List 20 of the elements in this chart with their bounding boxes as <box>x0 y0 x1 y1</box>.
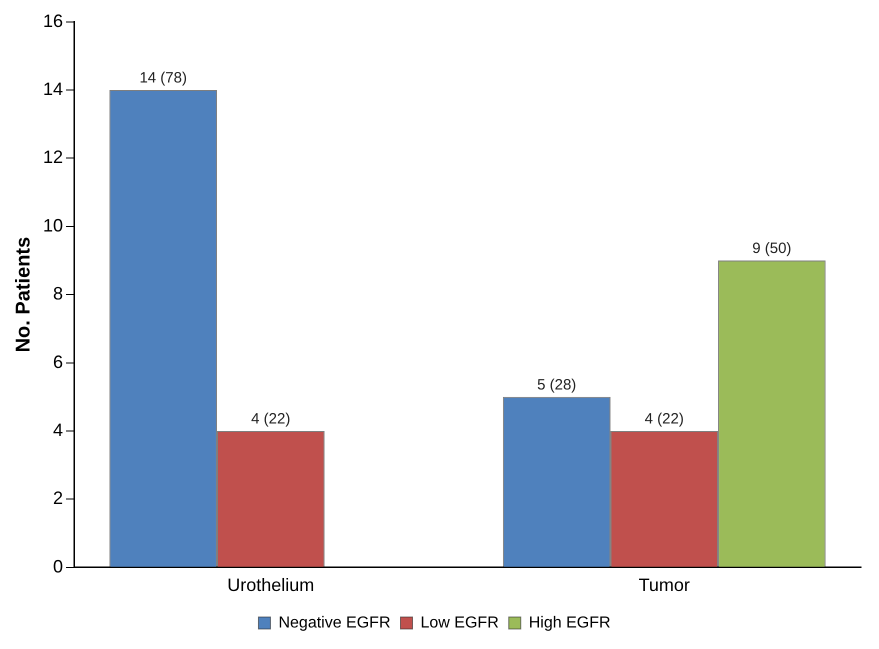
y-axis-title: No. Patients <box>12 236 35 352</box>
y-tick-label: 12 <box>42 147 64 168</box>
legend-label: Low EGFR <box>420 614 499 632</box>
legend-label: Negative EGFR <box>278 614 391 632</box>
data-label: 14 (78) <box>139 70 187 87</box>
legend-label: High EGFR <box>528 614 611 632</box>
data-label: 4 (22) <box>644 410 684 428</box>
y-tick-label: 14 <box>42 78 64 99</box>
y-tick-label: 8 <box>53 284 64 304</box>
y-tick-label: 6 <box>53 352 64 372</box>
data-label: 4 (22) <box>251 410 290 428</box>
y-tick-label: 10 <box>42 215 64 236</box>
x-tick-label: Tumor <box>638 575 690 596</box>
y-tick-label: 4 <box>53 420 64 440</box>
y-tick-label: 16 <box>42 10 64 31</box>
x-tick-label: Urothelium <box>227 575 314 596</box>
y-tick-label: 2 <box>53 488 64 508</box>
y-tick-label: 0 <box>53 556 64 576</box>
data-label: 5 (28) <box>537 376 576 394</box>
data-label: 9 (50) <box>752 240 792 258</box>
